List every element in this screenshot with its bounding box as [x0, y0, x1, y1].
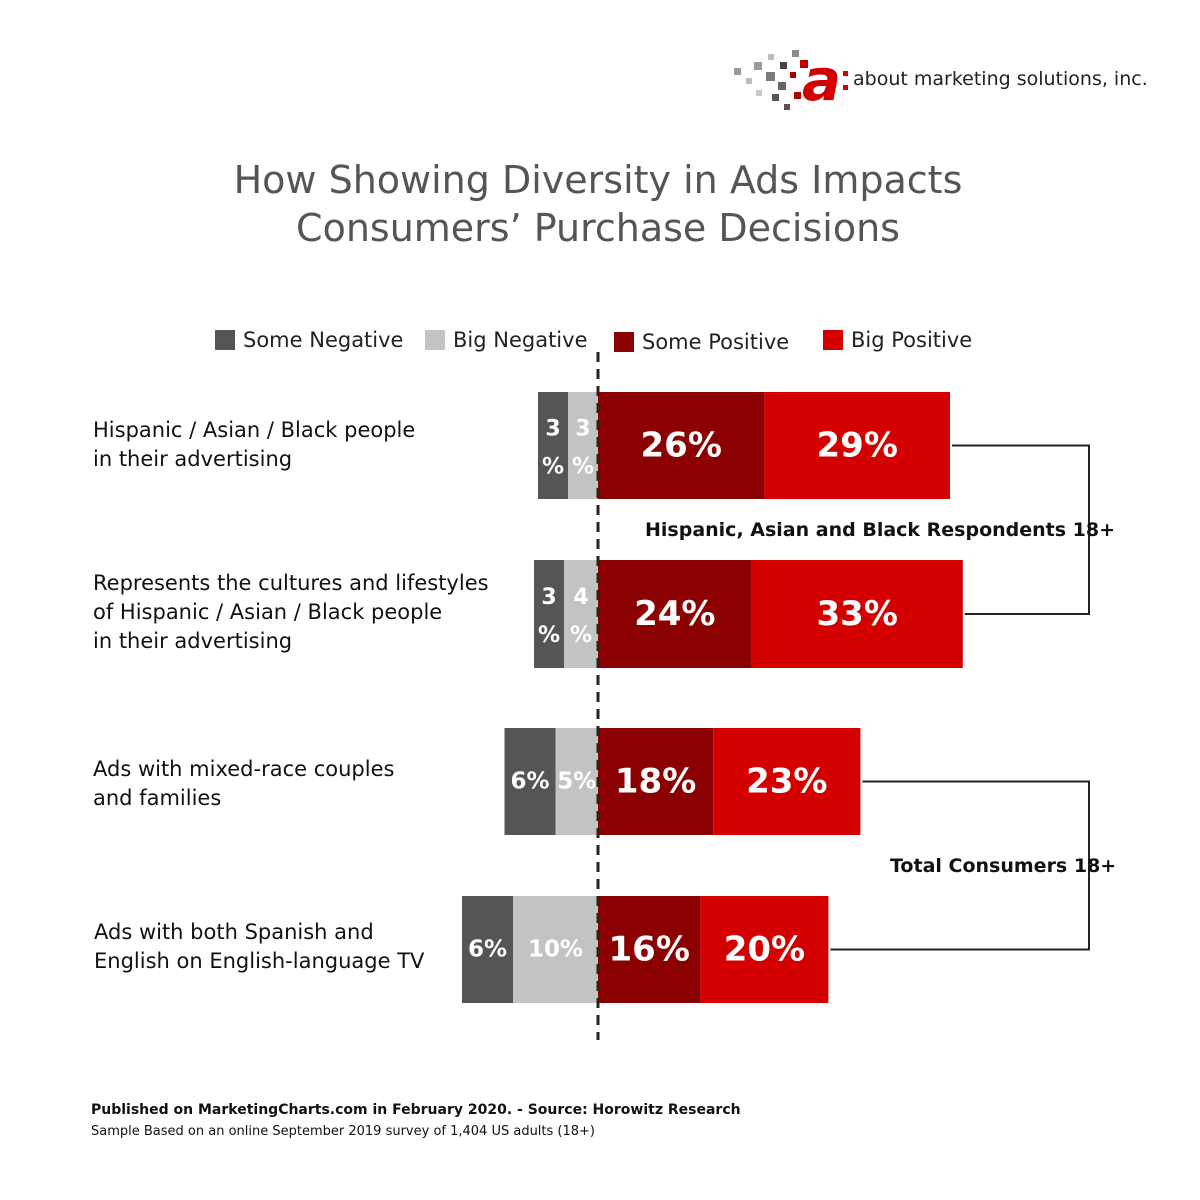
row-label-3-line-1: Ads with both Spanish and	[94, 920, 374, 944]
data-label-big-positive-2: 23%	[746, 762, 827, 802]
bar-big-negative-1	[564, 560, 598, 668]
data-label-some-positive-3: 16%	[609, 930, 690, 970]
bar-big-positive-3	[700, 896, 829, 1003]
data-label-some-positive-1: 24%	[634, 594, 715, 634]
legend-item-some-positive: Some Positive	[614, 327, 789, 357]
row-label-0-line-1: Hispanic / Asian / Black people	[93, 418, 416, 442]
data-label-big-positive-0: 29%	[817, 426, 898, 466]
data-label-big-negative-3: 10%	[528, 937, 583, 963]
legend-swatch-some-negative	[215, 330, 235, 350]
row-label-2: Ads with mixed-race couples and families	[93, 755, 523, 813]
row-label-1-line-1: Represents the cultures and lifestyles	[93, 571, 489, 595]
row-label-0-line-2: in their advertising	[93, 447, 293, 471]
row-label-1-line-2: of Hispanic / Asian / Black people	[93, 600, 443, 624]
data-label-some-negative-0: 3%	[542, 417, 564, 480]
row-label-1-line-3: in their advertising	[93, 629, 293, 653]
data-label-some-negative-1: 3%	[538, 585, 560, 648]
data-label-big-negative-0: 3%	[572, 417, 594, 480]
data-label-big-positive-3: 20%	[724, 930, 805, 970]
logo-letter-a: a	[802, 48, 841, 114]
row-label-2-line-2: and families	[93, 786, 222, 810]
row-label-3-line-2: English on English-language TV	[94, 949, 425, 973]
group-label-0: Hispanic, Asian and Black Respondents 18…	[645, 519, 1116, 541]
bar-big-negative-2	[555, 728, 598, 835]
chart-title-line-2: Consumers’ Purchase Decisions	[296, 206, 900, 250]
bar-some-positive-0	[598, 392, 765, 499]
data-label-big-negative-2: 5%	[557, 769, 596, 795]
row-label-1: Represents the cultures and lifestyles o…	[93, 569, 523, 656]
data-label-some-positive-0: 26%	[641, 426, 722, 466]
legend-item-big-negative: Big Negative	[425, 325, 588, 355]
data-label-big-positive-1: 33%	[817, 594, 898, 634]
bar-some-positive-2	[598, 728, 714, 835]
bar-big-positive-0	[764, 392, 950, 499]
bar-some-negative-1	[534, 560, 564, 668]
row-label-0: Hispanic / Asian / Black people in their…	[93, 416, 523, 474]
legend-label-some-positive: Some Positive	[642, 330, 790, 354]
legend-swatch-big-negative	[425, 330, 445, 350]
bar-big-positive-1	[751, 560, 963, 668]
legend-item-big-positive: Big Positive	[823, 325, 972, 355]
row-label-2-line-1: Ads with mixed-race couples	[93, 757, 395, 781]
chart-title: How Showing Diversity in Ads Impacts Con…	[0, 156, 1196, 252]
data-label-big-negative-1: 4%	[570, 585, 592, 648]
data-label-some-positive-2: 18%	[615, 762, 696, 802]
row-label-3: Ads with both Spanish and English on Eng…	[94, 918, 524, 976]
company-logo: a	[734, 48, 848, 114]
source-note: Published on MarketingCharts.com in Febr…	[91, 1102, 741, 1118]
bar-big-positive-2	[713, 728, 861, 835]
bar-some-positive-1	[598, 560, 752, 668]
chart-title-line-1: How Showing Diversity in Ads Impacts	[233, 158, 963, 202]
legend-label-some-negative: Some Negative	[243, 328, 404, 352]
bar-some-negative-0	[538, 392, 568, 499]
legend-label-big-positive: Big Positive	[851, 328, 973, 352]
bar-some-positive-3	[598, 896, 701, 1003]
logo-pixel-mosaic	[734, 50, 808, 110]
logo-text: about marketing solutions, inc.	[853, 68, 1148, 90]
legend-swatch-some-positive	[614, 332, 634, 352]
group-label-1: Total Consumers 18+	[890, 855, 1117, 877]
legend-swatch-big-positive	[823, 330, 843, 350]
legend-label-big-negative: Big Negative	[453, 328, 588, 352]
sample-note: Sample Based on an online September 2019…	[91, 1124, 596, 1139]
bar-big-negative-0	[568, 392, 598, 499]
legend-item-some-negative: Some Negative	[215, 325, 403, 355]
bar-big-negative-3	[513, 896, 598, 1003]
